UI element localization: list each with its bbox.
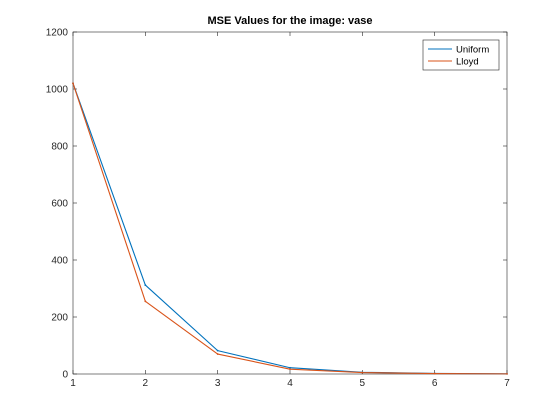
y-tick-label: 1000	[46, 85, 69, 96]
y-tick-label: 200	[51, 313, 68, 324]
legend-box	[422, 39, 500, 71]
x-tick-label: 6	[432, 378, 438, 389]
y-tick-label: 800	[51, 142, 68, 153]
chart-title: MSE Values for the image: vase	[207, 15, 372, 27]
data-point-lloyd	[289, 368, 291, 371]
x-tick-label: 4	[287, 378, 293, 389]
x-tick-label: 5	[360, 378, 366, 389]
axes-box	[72, 31, 508, 375]
legend-label-lloyd: Lloyd	[456, 57, 479, 68]
data-point-lloyd	[433, 372, 436, 375]
data-point-lloyd	[72, 82, 74, 85]
data-point-uniform	[289, 366, 291, 369]
data-point-lloyd	[216, 353, 219, 355]
data-point-lloyd	[144, 300, 147, 303]
x-tick-label: 3	[215, 378, 221, 389]
y-tick-label: 600	[51, 199, 68, 210]
data-point-lloyd	[506, 372, 508, 375]
y-tick-label: 1200	[46, 28, 69, 39]
y-tick-label: 400	[51, 256, 68, 267]
y-tick-label: 0	[62, 370, 68, 381]
legend-label-uniform: Uniform	[456, 45, 489, 56]
x-tick-label: 2	[143, 378, 149, 389]
data-point-uniform	[216, 349, 219, 352]
data-point-uniform	[144, 284, 147, 286]
data-point-lloyd	[361, 371, 364, 374]
x-tick-label: 1	[70, 378, 76, 389]
x-tick-label: 7	[504, 378, 510, 389]
